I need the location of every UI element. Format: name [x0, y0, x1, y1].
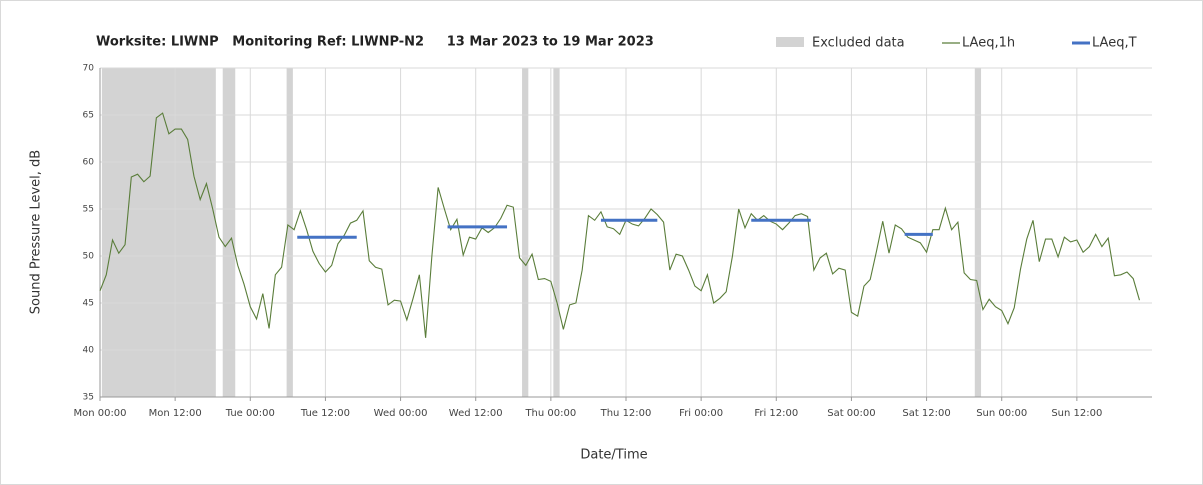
legend-label: Excluded data — [812, 36, 905, 51]
chart-title: Worksite: LIWNP Monitoring Ref: LIWNP-N2… — [96, 35, 654, 50]
legend-label: LAeq,T — [1092, 36, 1137, 51]
x-tick-label: Fri 12:00 — [754, 408, 798, 419]
x-tick-label: Mon 00:00 — [73, 408, 126, 419]
x-tick-label: Tue 00:00 — [225, 408, 275, 419]
y-tick-label: 35 — [83, 393, 94, 403]
excluded-band — [101, 68, 216, 397]
y-tick-label: 45 — [83, 299, 94, 309]
excluded-band — [974, 68, 982, 397]
x-tick-label: Wed 12:00 — [449, 408, 503, 419]
y-tick-label: 55 — [83, 205, 94, 215]
y-tick-label: 60 — [83, 158, 95, 168]
x-tick-label: Thu 12:00 — [600, 408, 652, 419]
y-tick-label: 40 — [83, 346, 95, 356]
x-tick-label: Fri 00:00 — [679, 408, 723, 419]
y-tick-label: 65 — [83, 111, 94, 121]
x-tick-label: Mon 12:00 — [149, 408, 202, 419]
excluded-band — [222, 68, 236, 397]
excluded-band — [553, 68, 560, 397]
x-tick-label: Sun 00:00 — [976, 408, 1027, 419]
y-axis-label: Sound Pressure Level, dB — [29, 150, 44, 314]
excluded-band — [522, 68, 529, 397]
legend-swatch — [776, 37, 804, 47]
x-tick-label: Wed 00:00 — [374, 408, 428, 419]
x-tick-label: Sat 00:00 — [827, 408, 875, 419]
excluded-band — [286, 68, 293, 397]
y-tick-label: 50 — [83, 252, 95, 262]
x-tick-label: Tue 12:00 — [300, 408, 350, 419]
x-tick-label: Sun 12:00 — [1051, 408, 1102, 419]
x-axis-label: Date/Time — [580, 448, 647, 463]
x-tick-label: Thu 00:00 — [524, 408, 576, 419]
y-tick-label: 70 — [83, 64, 95, 74]
line-series — [99, 112, 1141, 338]
x-tick-label: Sat 12:00 — [902, 408, 950, 419]
legend-label: LAeq,1h — [962, 36, 1015, 51]
